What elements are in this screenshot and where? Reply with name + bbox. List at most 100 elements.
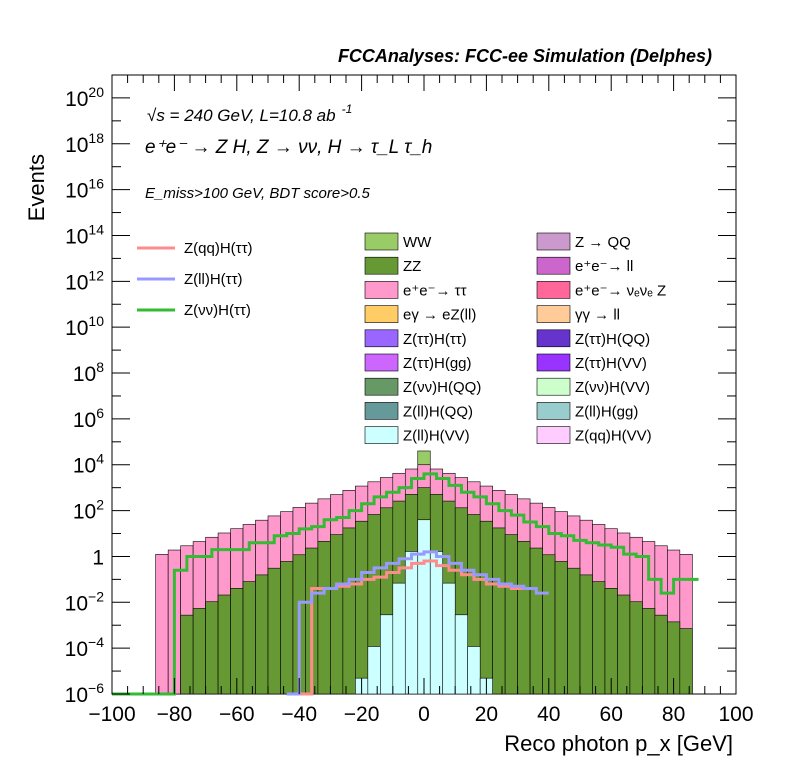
legend-fill-swatch [364,353,399,372]
legend-fill-label: Z(ll)H(VV) [403,428,470,445]
bar [492,527,506,695]
y-tick-label: 10−2 [65,588,105,615]
legend-line-label: Z(qq)H(ττ) [184,240,253,257]
bar [242,581,256,695]
legend-fill-swatch [536,232,571,251]
legend-fill-label: Z(qq)H(VV) [575,428,652,445]
bar [404,551,419,695]
stack-zllhvv [355,519,493,695]
legend-fill-label: Z(ττ)H(ττ) [403,331,467,348]
x-tick-label: −60 [219,703,255,726]
x-tick-label: 0 [418,703,430,726]
bar [180,614,194,695]
legend-fill-label: Z(ττ)H(VV) [575,355,647,372]
legend-fill-label: Z(ττ)H(QQ) [575,331,650,348]
bar [155,554,169,695]
bar [392,582,406,695]
axes: −100 −80 −60 −40 −20 0 20 40 60 80 100 1020 1018 1016… [65,74,754,726]
legend-fill-label: Z → QQ [575,234,631,251]
bar [205,601,219,695]
bar [417,519,431,695]
bar [355,520,369,695]
signal-line-zllh [286,550,549,696]
x-tick-label: −100 [88,703,135,726]
x-tick-label: 60 [600,703,623,726]
legend-fill-label: Z(νν)H(VV) [575,379,650,396]
legend-fill-label: WW [403,234,432,251]
y-tick-label: 1012 [65,267,104,294]
bar [429,551,444,695]
legend-fill-swatch [364,426,399,444]
bar [679,628,693,695]
legend-fill-swatch [536,329,571,348]
x-tick-label: 40 [537,703,560,726]
x-tick-label: 80 [662,703,685,726]
x-tick-label: 20 [475,703,498,726]
y-tick-label: 106 [73,405,104,432]
histogram-layer [155,450,693,695]
y-tick-label: 104 [73,451,104,478]
legend-fill-label: Z(νν)H(QQ) [403,379,481,396]
y-tick-label: 1018 [65,130,104,157]
bar [267,567,281,695]
legend-fill-swatch [536,353,571,372]
legend-fill-label: eγ → eZ(ll) [403,307,476,324]
y-tick-label: 1 [92,546,104,569]
legend-fill-label: e⁺e⁻→ ττ [403,282,467,299]
bar [579,574,593,695]
x-tick-label: −80 [157,703,193,726]
bar [367,646,381,695]
bar [629,601,643,695]
annotation-block: √s = 240 GeV, L=10.8 ab -1 e⁺e⁻ → Z H, Z … [145,102,432,202]
x-tick-label: −40 [281,703,317,726]
bar [192,608,206,695]
y-axis-title: Events [24,154,49,221]
y-tick-label: 102 [73,497,104,524]
legend-fill-swatch [364,232,399,251]
legend-fill-label: γγ → ll [575,307,620,324]
y-tick-label: 1016 [65,176,104,203]
bar [280,561,294,695]
legend-fill-swatch [536,305,571,323]
legend-fill-label: ZZ [403,258,421,275]
bar [255,574,269,695]
bar [654,614,668,695]
bar [617,594,631,695]
chart-header: FCCAnalyses: FCC-ee Simulation (Delphes) [338,46,712,66]
legend-fill-label: e⁺e⁻→ νₑνₑ Z [575,282,666,299]
x-axis-title: Reco photon p_x [GeV] [504,731,733,756]
selection-label: E_miss>100 GeV, BDT score>0.5 [145,185,370,202]
legend-fill-label: e⁺e⁻→ ll [575,258,633,275]
signal-lines-layer [112,472,699,696]
bar [642,608,656,695]
y-tick-label: 1010 [65,313,104,340]
legend-line-label: Z(νν)H(ττ) [184,302,251,319]
bar [517,541,531,695]
energy-lumi-label: √s = 240 GeV, L=10.8 ab -1 [147,102,352,125]
legend-fill-swatch [364,256,399,275]
bar [380,614,394,695]
legend-fill-swatch [536,281,571,299]
bar [317,541,331,695]
legend-fill-label: Z(ll)H(QQ) [403,403,473,420]
legend-fill-swatch [536,426,571,444]
bar [504,534,518,695]
bar [217,594,231,695]
legend-fill-label: Z(ττ)H(gg) [403,355,472,372]
process-label: e⁺e⁻ → Z H, Z → νν, H → τ_L τ_h [145,137,432,158]
legend-fill-swatch [536,402,571,420]
y-tick-label: 108 [73,359,104,386]
bar [467,646,481,695]
y-tick-label: 10−6 [65,680,105,707]
bar [567,567,581,695]
bar [542,554,556,695]
legend-fill-swatch [364,305,399,323]
bar [330,534,344,695]
legend-fill-label: Z(ll)H(gg) [575,403,638,420]
bar [592,581,606,695]
y-tick-label: 10−4 [65,634,105,661]
bar [454,614,468,695]
legend-fill-swatch [536,377,571,396]
signal-line-zh [112,472,699,696]
